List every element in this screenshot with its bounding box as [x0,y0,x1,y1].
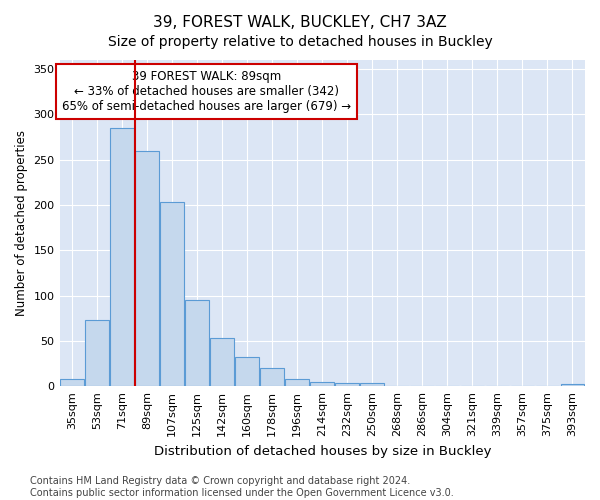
X-axis label: Distribution of detached houses by size in Buckley: Distribution of detached houses by size … [154,444,491,458]
Bar [560,384,584,386]
Text: 39 FOREST WALK: 89sqm
← 33% of detached houses are smaller (342)
65% of semi-det: 39 FOREST WALK: 89sqm ← 33% of detached … [62,70,351,113]
Bar [110,128,134,386]
Bar [85,320,109,386]
Text: Size of property relative to detached houses in Buckley: Size of property relative to detached ho… [107,35,493,49]
Y-axis label: Number of detached properties: Number of detached properties [15,130,28,316]
Bar [135,150,159,386]
Bar [286,379,309,386]
Text: 39, FOREST WALK, BUCKLEY, CH7 3AZ: 39, FOREST WALK, BUCKLEY, CH7 3AZ [153,15,447,30]
Bar [160,202,184,386]
Bar [335,382,359,386]
Bar [235,358,259,386]
Bar [185,300,209,386]
Bar [60,379,84,386]
Bar [260,368,284,386]
Bar [361,382,384,386]
Text: Contains HM Land Registry data © Crown copyright and database right 2024.
Contai: Contains HM Land Registry data © Crown c… [30,476,454,498]
Bar [310,382,334,386]
Bar [210,338,234,386]
